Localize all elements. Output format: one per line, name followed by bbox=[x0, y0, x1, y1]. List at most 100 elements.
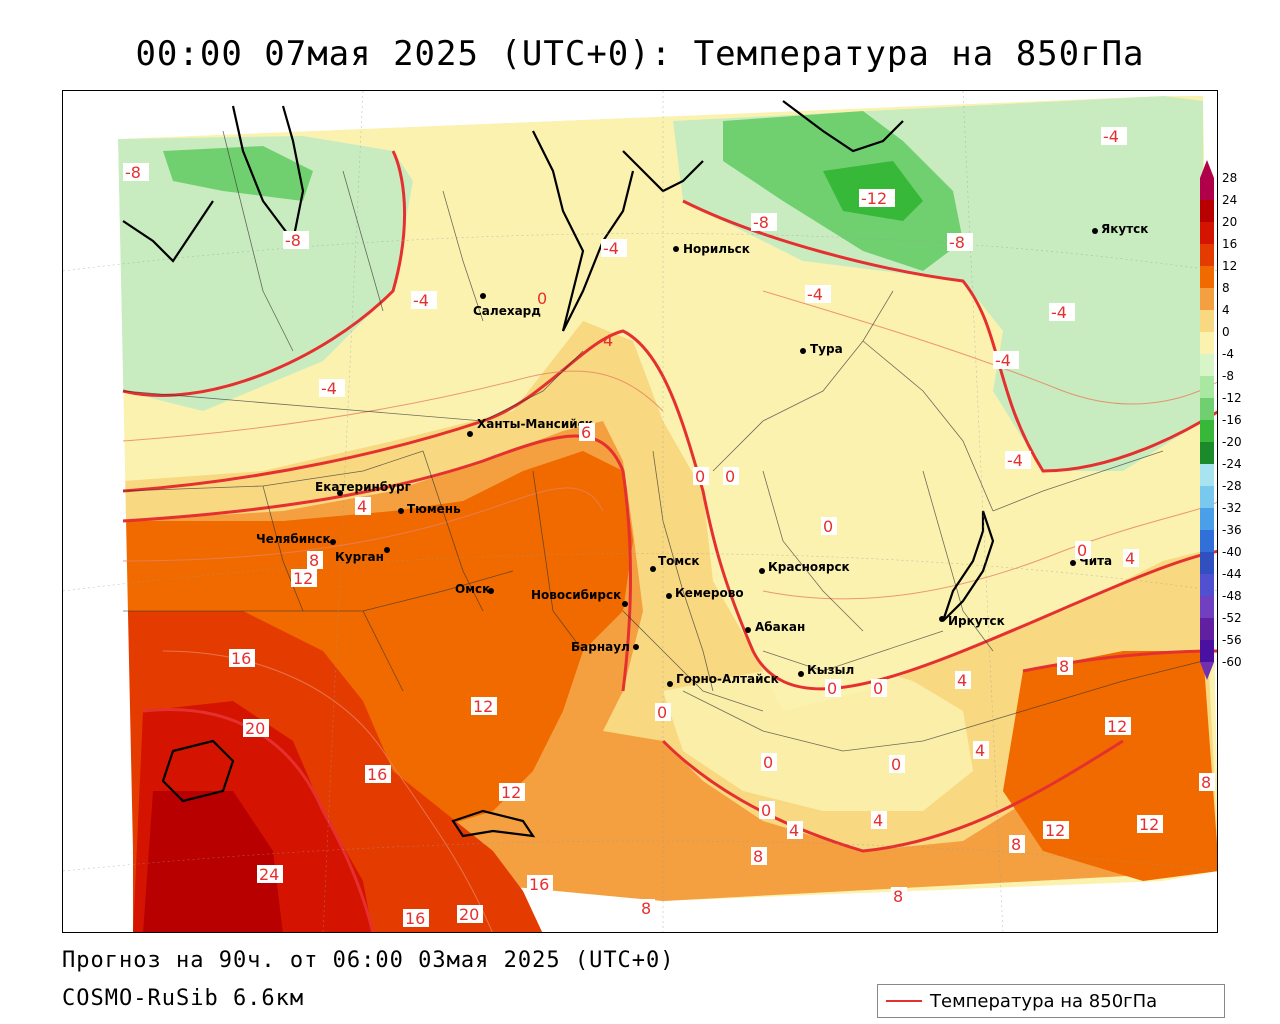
iso-label: 4 bbox=[1123, 549, 1139, 568]
scale-swatch bbox=[1200, 178, 1214, 200]
scale-tick-label: -56 bbox=[1222, 633, 1242, 647]
city-kurgan[interactable]: Курган bbox=[335, 547, 390, 564]
iso-label: 8 bbox=[891, 887, 907, 906]
svg-text:Ханты-Мансийск: Ханты-Мансийск bbox=[477, 417, 593, 431]
scale-tick-label: 12 bbox=[1222, 259, 1238, 273]
svg-text:Горно-Алтайск: Горно-Алтайск bbox=[676, 672, 779, 686]
city-tura[interactable]: Тура bbox=[800, 342, 843, 356]
svg-text:4: 4 bbox=[603, 331, 613, 350]
iso-label: 16 bbox=[403, 909, 429, 928]
city-barnaul[interactable]: Барнаул bbox=[571, 640, 639, 654]
scale-tick-label: -20 bbox=[1222, 435, 1242, 449]
iso-label: 6 bbox=[579, 423, 595, 442]
svg-text:16: 16 bbox=[231, 649, 251, 668]
city-salekhard[interactable]: Салехард bbox=[473, 293, 541, 318]
iso-label: 4 bbox=[355, 497, 371, 516]
scale-tick-label: 4 bbox=[1222, 303, 1230, 317]
iso-label: 8 bbox=[639, 899, 655, 918]
scale-swatch bbox=[1200, 266, 1214, 288]
svg-text:12: 12 bbox=[1107, 717, 1127, 736]
iso-label: -4 bbox=[993, 351, 1019, 370]
svg-text:24: 24 bbox=[259, 865, 279, 884]
color-scale bbox=[1200, 160, 1214, 680]
iso-label: 12 bbox=[1137, 815, 1163, 834]
map-legend: Температура на 850гПа bbox=[877, 984, 1225, 1018]
iso-label: -4 bbox=[1101, 127, 1127, 146]
svg-text:8: 8 bbox=[641, 899, 651, 918]
city-krasnoyarsk[interactable]: Красноярск bbox=[759, 560, 850, 574]
svg-text:-4: -4 bbox=[603, 239, 619, 258]
svg-text:Иркутск: Иркутск bbox=[948, 614, 1005, 628]
svg-text:-4: -4 bbox=[1051, 303, 1067, 322]
scale-swatch bbox=[1200, 486, 1214, 508]
city-novosibirsk[interactable]: Новосибирск bbox=[531, 588, 628, 607]
svg-text:4: 4 bbox=[873, 811, 883, 830]
city-omsk[interactable]: Омск bbox=[455, 582, 494, 596]
iso-label: -4 bbox=[319, 379, 345, 398]
iso-label: 12 bbox=[471, 697, 497, 716]
scale-swatch bbox=[1200, 200, 1214, 222]
scale-swatch bbox=[1200, 376, 1214, 398]
city-abakan[interactable]: Абакан bbox=[745, 620, 805, 634]
svg-text:12: 12 bbox=[473, 697, 493, 716]
svg-text:20: 20 bbox=[459, 905, 479, 924]
iso-label: 0 bbox=[693, 467, 709, 486]
svg-text:Абакан: Абакан bbox=[755, 620, 805, 634]
city-tomsk[interactable]: Томск bbox=[650, 554, 700, 572]
iso-label: 16 bbox=[229, 649, 255, 668]
iso-label: 24 bbox=[257, 865, 283, 884]
iso-label: 16 bbox=[365, 765, 391, 784]
svg-text:6: 6 bbox=[581, 423, 591, 442]
iso-label: 12 bbox=[291, 569, 317, 588]
scale-swatch bbox=[1200, 354, 1214, 376]
iso-label: 0 bbox=[825, 679, 841, 698]
city-irkutsk[interactable]: Иркутск bbox=[939, 614, 1005, 628]
city-chelyabinsk[interactable]: Челябинск bbox=[256, 532, 336, 546]
scale-swatch bbox=[1200, 332, 1214, 354]
svg-text:12: 12 bbox=[1139, 815, 1159, 834]
iso-label: 0 bbox=[655, 703, 671, 722]
iso-label: -8 bbox=[283, 231, 309, 250]
svg-text:-8: -8 bbox=[753, 213, 769, 232]
iso-label: 0 bbox=[537, 289, 547, 308]
scale-tick-label: -24 bbox=[1222, 457, 1242, 471]
scale-swatch bbox=[1200, 398, 1214, 420]
city-norilsk[interactable]: Норильск bbox=[673, 242, 750, 256]
iso-label: 0 bbox=[723, 467, 739, 486]
svg-text:-8: -8 bbox=[949, 233, 965, 252]
scale-swatch bbox=[1200, 310, 1214, 332]
city-ekaterinburg[interactable]: Екатеринбург bbox=[315, 480, 411, 496]
svg-text:Омск: Омск bbox=[455, 582, 490, 596]
svg-text:0: 0 bbox=[537, 289, 547, 308]
iso-label: -12 bbox=[859, 189, 895, 208]
iso-label: -4 bbox=[1049, 303, 1075, 322]
model-name: COSMO-RuSib 6.6км bbox=[62, 986, 305, 1011]
city-khanty-mansiysk[interactable]: Ханты-Мансийск bbox=[467, 417, 593, 437]
svg-text:-4: -4 bbox=[413, 291, 429, 310]
scale-tick-label: -48 bbox=[1222, 589, 1242, 603]
forecast-info: Прогноз на 90ч. от 06:00 03мая 2025 (UTC… bbox=[62, 948, 675, 973]
svg-text:0: 0 bbox=[763, 753, 773, 772]
scale-tick-label: 24 bbox=[1222, 193, 1238, 207]
city-kemerovo[interactable]: Кемерово bbox=[666, 586, 744, 600]
city-kyzyl[interactable]: Кызыл bbox=[798, 663, 854, 677]
scale-swatch bbox=[1200, 508, 1214, 530]
iso-label: 8 bbox=[307, 551, 323, 570]
svg-text:12: 12 bbox=[293, 569, 313, 588]
svg-text:4: 4 bbox=[957, 671, 967, 690]
scale-tick-label: -36 bbox=[1222, 523, 1242, 537]
scale-swatch bbox=[1200, 574, 1214, 596]
iso-label: -4 bbox=[805, 285, 831, 304]
iso-label: 0 bbox=[821, 517, 837, 536]
city-yakutsk[interactable]: Якутск bbox=[1092, 222, 1148, 236]
scale-top-arrow bbox=[1200, 160, 1214, 178]
city-gorno-altaysk[interactable]: Горно-Алтайск bbox=[667, 672, 779, 687]
iso-label: 4 bbox=[955, 671, 971, 690]
svg-text:Кемерово: Кемерово bbox=[675, 586, 744, 600]
scale-tick-label: -4 bbox=[1222, 347, 1234, 361]
svg-text:12: 12 bbox=[1045, 821, 1065, 840]
scale-tick-label: -40 bbox=[1222, 545, 1242, 559]
city-tyumen[interactable]: Тюмень bbox=[398, 502, 461, 516]
svg-text:16: 16 bbox=[367, 765, 387, 784]
svg-text:0: 0 bbox=[827, 679, 837, 698]
